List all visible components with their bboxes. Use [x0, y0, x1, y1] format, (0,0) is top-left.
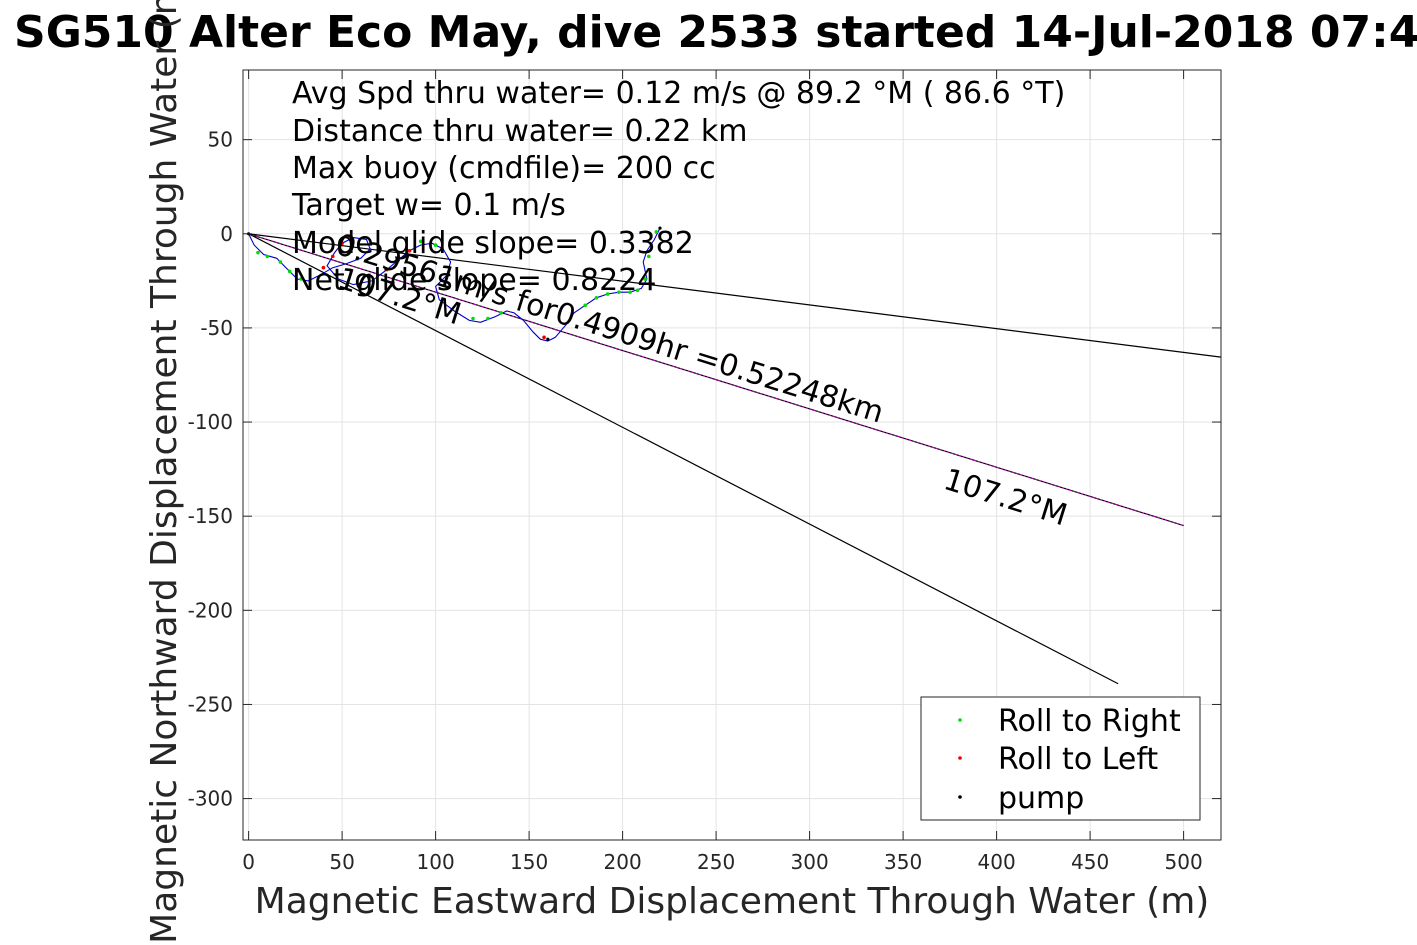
y-tick-label: 50 [208, 128, 233, 152]
x-tick-label: 150 [510, 850, 548, 874]
annotation-max-buoy: Max buoy (cmdfile)= 200 cc [292, 151, 716, 186]
grid [243, 70, 1221, 840]
y-tick-label: -200 [188, 598, 233, 622]
y-tick-label: 0 [220, 222, 233, 246]
bound-line [248, 233, 1222, 358]
roll-right-point [256, 250, 260, 255]
dive-track [247, 226, 662, 342]
pump-point [546, 337, 550, 341]
x-tick-label: 200 [604, 850, 642, 874]
roll-right-point [617, 290, 621, 294]
roll-right-point [418, 239, 423, 244]
heading-lines [248, 233, 1222, 685]
roll-left-point [347, 235, 352, 240]
legend-box [920, 696, 1201, 821]
roll-right-point [654, 230, 659, 234]
roll-right-point [628, 290, 632, 294]
chart-title: SG510 Alter Eco May, dive 2533 started 1… [14, 7, 1417, 58]
roll-right-point [583, 303, 588, 308]
x-tick-label: 350 [884, 850, 922, 874]
heading-line-overlay [248, 233, 1184, 527]
roll-right-point [594, 295, 599, 300]
roll-left-point [385, 267, 389, 272]
bound-line [248, 233, 1119, 685]
roll-right-point [643, 277, 647, 281]
legend-label-roll-left: Roll to Left [998, 742, 1158, 777]
roll-left-point [396, 258, 401, 262]
x-tick-label: 400 [978, 850, 1016, 874]
x-tick-label: 50 [329, 850, 354, 874]
legend-label-roll-right: Roll to Right [998, 704, 1181, 739]
annotation-avg-speed: Avg Spd thru water= 0.12 m/s @ 89.2 °M (… [292, 76, 1065, 111]
roll-left-point [407, 248, 412, 253]
roll-left-point [321, 265, 326, 270]
legend: Roll to Right Roll to Left pump [920, 696, 1201, 821]
y-tick-label: -250 [188, 692, 233, 716]
annotation-block: Avg Spd thru water= 0.12 m/s @ 89.2 °M (… [291, 76, 1065, 298]
roll-left-point [340, 241, 344, 246]
roll-left-point [542, 335, 546, 340]
annotation-net-glide: Net glide slope= 0.8224 [292, 263, 656, 298]
roll-right-point [499, 311, 503, 315]
annotation-target-w: Target w= 0.1 m/s [291, 188, 566, 223]
track-line [248, 227, 661, 342]
y-tick-label: -100 [188, 410, 233, 434]
x-tick-label: 250 [697, 850, 735, 874]
legend-marker-roll-right [958, 718, 962, 722]
x-axis-label: Magnetic Eastward Displacement Through W… [255, 881, 1210, 922]
legend-marker-pump [958, 795, 962, 799]
roll-right-point [605, 292, 610, 296]
roll-right-point [299, 277, 303, 281]
tick-labels: 0 50 100 150 200 250 300 350 400 450 500500-50-100… [188, 128, 1203, 874]
x-tick-label: 450 [1071, 850, 1109, 874]
x-tick-label: 100 [417, 850, 455, 874]
roll-right-point [646, 254, 651, 259]
y-tick-label: -150 [188, 504, 233, 528]
roll-right-point [433, 243, 438, 247]
x-tick-label: 0 [242, 850, 255, 874]
roll-right-point [265, 254, 270, 259]
annotation-distance: Distance thru water= 0.22 km [292, 114, 747, 149]
pump-point [658, 226, 662, 230]
x-tick-label: 300 [791, 850, 829, 874]
roll-right-point [287, 269, 292, 274]
annotation-model-glide: Model glide slope= 0.3382 [292, 226, 694, 261]
legend-marker-roll-left [958, 756, 962, 760]
roll-left-point [330, 254, 335, 259]
roll-right-point [471, 316, 475, 321]
plot-frame [242, 69, 1222, 841]
roll-right-point [635, 288, 640, 293]
roll-right-point [486, 316, 490, 321]
axes [242, 69, 1222, 841]
roll-right-point [278, 260, 283, 264]
y-axis-label: Magnetic Northward Displacement Through … [144, 0, 185, 944]
legend-label-pump: pump [998, 781, 1084, 816]
x-tick-label: 500 [1165, 850, 1203, 874]
y-tick-label: -50 [200, 316, 233, 340]
y-tick-label: -300 [188, 787, 233, 811]
